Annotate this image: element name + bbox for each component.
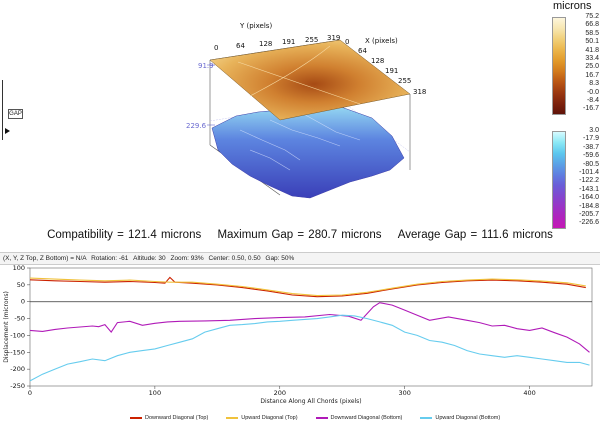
x-tick-5: 318	[413, 88, 426, 96]
y-axis-label: Displacement (microns)	[3, 291, 10, 363]
y-tick-label: 50	[17, 281, 25, 289]
x-tick-0: 0	[345, 38, 349, 46]
chart-legend: Downward Diagonal (Top) Upward Diagonal (…	[130, 406, 518, 421]
colorbar-label: -164.0	[579, 194, 599, 202]
colorbar-label: 75.2	[585, 13, 599, 20]
x-tick-label: 200	[274, 389, 286, 397]
legend-swatch	[130, 416, 142, 419]
center-readout: Center: 0.50, 0.50	[208, 255, 261, 262]
play-icon[interactable]	[5, 128, 10, 134]
gap-button[interactable]: GAP	[8, 109, 23, 119]
colorbar-label: -122.2	[579, 177, 599, 185]
y-tick-4: 255	[305, 36, 318, 44]
y-axis-label: Y (pixels)	[239, 22, 272, 30]
colorbar-label: -59.6	[583, 152, 599, 160]
colorbar-label: -226.6	[579, 219, 599, 227]
x-tick-3: 191	[385, 67, 398, 75]
colorbar-label: 41.8	[585, 46, 599, 54]
bottom-surface	[211, 99, 405, 199]
legend-item: Downward Diagonal (Bottom)	[315, 415, 403, 421]
surface-3d-view[interactable]: Y (pixels) X (pixels) 0 64 128 191 255 3…	[0, 0, 600, 228]
coords-readout: (X, Y, Z Top, Z Bottom) = N/A	[3, 255, 87, 262]
y-tick-5: 319	[327, 34, 340, 42]
colorbar-label: -17.9	[583, 135, 599, 143]
legend-item: Upward Diagonal (Top)	[226, 415, 298, 421]
series-line-0	[29, 276, 586, 298]
y-tick-label: 100	[13, 264, 25, 272]
y-tick-label: -250	[10, 382, 25, 390]
colorbar-label: -38.7	[583, 143, 599, 151]
z-top-value: 91.9	[198, 62, 214, 70]
legend-swatch	[420, 416, 433, 419]
x-tick-4: 255	[398, 77, 411, 85]
colorbar-bottom-labels: 3.0 -17.9 -38.7 -59.6 -80.5 -101.4 -122.2 -143.…	[571, 127, 599, 228]
colorbar-label: -143.1	[579, 185, 599, 193]
x-tick-label: 400	[523, 389, 535, 397]
colorbar-label: 66.8	[585, 21, 599, 29]
y-tick-3: 191	[282, 38, 295, 46]
colorbar-bottom	[552, 131, 566, 229]
x-tick-label: 300	[398, 389, 410, 397]
legend-item: Upward Diagonal (Bottom)	[420, 415, 500, 421]
colorbar-label: -101.4	[579, 169, 599, 177]
x-axis-label: Distance Along All Chords (pixels)	[260, 398, 361, 405]
colorbar-label: 3.0	[589, 127, 599, 134]
zoom-readout: Zoom: 93%	[170, 255, 204, 262]
x-axis-label: X (pixels)	[365, 37, 398, 45]
colorbar-label: -8.4	[586, 97, 599, 105]
colorbar-label: 50.1	[585, 38, 599, 46]
y-tick-label: -50	[14, 315, 25, 323]
series-line-2	[29, 302, 590, 353]
view-info-bar: (X, Y, Z Top, Z Bottom) = N/A Rotation: …	[0, 252, 600, 265]
stats-line: Compatibility = 121.4 microns Maximum Ga…	[0, 229, 600, 241]
compatibility-stat: Compatibility = 121.4 microns	[47, 229, 202, 241]
colorbar-label: -184.8	[579, 202, 599, 210]
legend-label: Downward Diagonal (Top)	[145, 415, 209, 421]
max-gap-stat: Maximum Gap = 280.7 microns	[217, 229, 382, 241]
colorbar-label: 8.3	[589, 80, 599, 88]
plot-frame	[29, 267, 593, 387]
colorbar-top	[552, 17, 566, 115]
rotation-readout: Rotation: -61	[91, 255, 129, 262]
x-tick-1: 64	[358, 47, 367, 55]
x-tick-2: 128	[371, 57, 384, 65]
avg-gap-stat: Average Gap = 111.6 microns	[397, 229, 553, 241]
y-tick-label: 0	[21, 298, 25, 306]
altitude-readout: Altitude: 30	[133, 255, 166, 262]
series-line-3	[29, 314, 590, 382]
legend-swatch	[315, 416, 328, 419]
legend-label: Upward Diagonal (Bottom)	[435, 415, 501, 421]
y-tick-label: -100	[10, 331, 25, 339]
legend-swatch	[226, 416, 239, 419]
colorbar-label: 25.0	[585, 63, 599, 71]
legend-label: Upward Diagonal (Top)	[241, 415, 298, 421]
legend-label: Downward Diagonal (Bottom)	[330, 415, 403, 421]
x-tick-label: 100	[149, 389, 161, 397]
colorbar-label: 58.5	[585, 29, 599, 37]
colorbar-label: 16.7	[585, 71, 599, 79]
gap-marker-line	[2, 80, 3, 140]
legend-item: Downward Diagonal (Top)	[130, 415, 208, 421]
colorbar-label: -205.7	[579, 211, 599, 219]
y-tick-label: -200	[10, 365, 25, 373]
colorbar-title: microns	[553, 0, 592, 12]
z-bottom-value: 229.6	[186, 122, 207, 130]
series-line-1	[29, 277, 586, 297]
colorbar-label: -0.0	[586, 88, 599, 96]
colorbar-label: -16.7	[583, 105, 599, 113]
y-tick-2: 128	[259, 40, 272, 48]
y-tick-1: 64	[236, 42, 245, 50]
y-tick-label: -150	[10, 348, 25, 356]
colorbar-label: -80.5	[583, 160, 599, 168]
colorbar-top-labels: 75.2 66.8 58.5 50.1 41.8 33.4 25.0 16.7 8.3 -0.0-…	[571, 13, 599, 114]
x-tick-label: 0	[28, 389, 32, 397]
y-tick-0: 0	[214, 44, 218, 52]
colorbar-label: 33.4	[585, 55, 599, 63]
top-surface	[209, 39, 411, 121]
gap-readout: Gap: 50%	[265, 255, 295, 262]
